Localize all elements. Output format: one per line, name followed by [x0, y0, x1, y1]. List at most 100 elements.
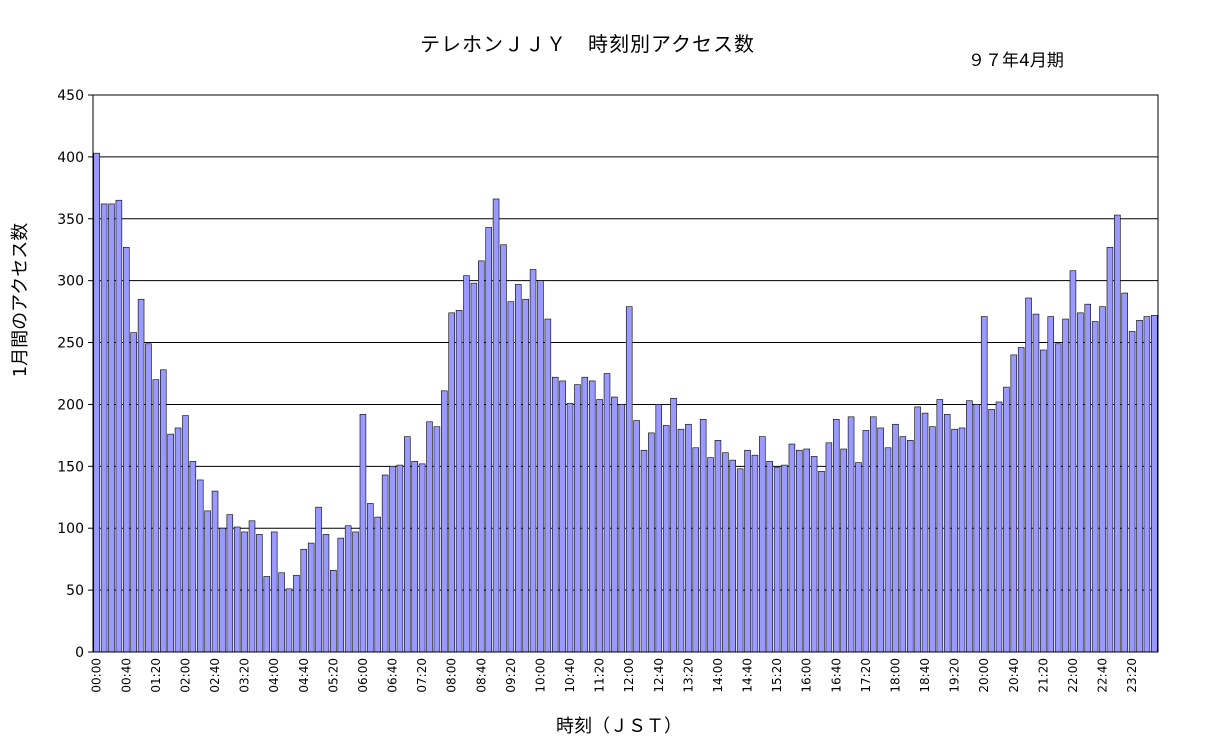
x-tick-label: 09:20 — [504, 658, 518, 693]
bar — [951, 428, 958, 653]
bar — [219, 527, 226, 653]
bar — [389, 466, 396, 653]
x-tick-label: 08:00 — [445, 658, 459, 693]
bar — [1040, 349, 1047, 653]
bar — [574, 384, 581, 653]
bar — [500, 244, 507, 653]
bar — [263, 576, 271, 653]
bar — [433, 426, 441, 653]
x-tick-label: 04:40 — [297, 658, 311, 693]
bar — [330, 570, 337, 653]
chart-subtitle: ９７年4月期 — [968, 51, 1064, 71]
bar — [344, 525, 352, 653]
x-tick-label: 02:40 — [208, 658, 222, 693]
x-tick-label: 03:20 — [238, 658, 252, 693]
x-tick-label: 19:20 — [948, 658, 962, 693]
y-tick-label: 50 — [66, 583, 84, 599]
x-tick-label: 06:00 — [356, 658, 370, 693]
bar — [788, 443, 796, 653]
bar — [418, 463, 426, 653]
bar — [899, 436, 907, 653]
bar — [130, 332, 137, 653]
x-tick-label: 08:40 — [474, 658, 488, 693]
bar — [145, 343, 152, 653]
bar — [544, 318, 552, 653]
x-tick-label: 22:40 — [1096, 658, 1110, 693]
bar — [359, 414, 367, 653]
bar — [374, 516, 381, 653]
x-ticks: 00:00 00:40 01:20 02:00 02:40 03:20 04:00 04:40… — [90, 658, 1139, 693]
bar — [1003, 386, 1010, 653]
y-tick-label: 450 — [57, 88, 84, 104]
bar — [248, 520, 256, 653]
bar — [611, 396, 618, 653]
bar — [751, 454, 759, 653]
x-tick-label: 11:20 — [593, 658, 607, 693]
bar — [722, 452, 729, 653]
bar — [108, 203, 115, 653]
bar — [1017, 347, 1025, 653]
bar — [411, 461, 418, 653]
bar — [803, 448, 810, 653]
y-tick-label: 300 — [57, 274, 84, 290]
bar — [256, 534, 263, 653]
bar — [818, 470, 825, 653]
bar — [840, 448, 847, 653]
bar — [196, 479, 204, 653]
bar — [729, 459, 737, 653]
bar — [137, 298, 145, 653]
bar — [973, 404, 981, 653]
bar — [796, 449, 803, 653]
bar — [1121, 292, 1128, 653]
bar — [810, 456, 818, 653]
bar — [618, 404, 626, 653]
bar — [115, 199, 123, 653]
y-tick-label: 0 — [75, 645, 84, 661]
x-tick-label: 18:00 — [888, 658, 902, 693]
bar — [685, 423, 692, 653]
bar — [692, 447, 700, 653]
bar — [1025, 297, 1032, 653]
bar — [773, 467, 781, 653]
plot-frame — [92, 94, 1159, 653]
bar — [463, 275, 470, 653]
bar — [293, 574, 300, 653]
bar — [714, 440, 722, 653]
bar — [566, 402, 574, 653]
bar — [914, 406, 921, 653]
bar — [736, 468, 744, 653]
bar — [270, 531, 278, 653]
bar — [507, 301, 515, 653]
bar — [877, 427, 884, 653]
bar — [943, 414, 951, 653]
bar — [707, 457, 714, 653]
x-tick-label: 14:00 — [711, 658, 725, 693]
bar — [1143, 316, 1151, 653]
y-tick-label: 350 — [57, 212, 84, 228]
bar — [966, 400, 973, 653]
bar — [1054, 343, 1062, 653]
bar — [699, 418, 707, 653]
bar — [1099, 306, 1106, 653]
bar — [1114, 214, 1121, 653]
x-tick-label: 15:20 — [770, 658, 784, 693]
bar — [352, 531, 359, 653]
bar — [485, 227, 492, 653]
bar — [1062, 318, 1069, 653]
bar — [766, 461, 773, 653]
x-tick-label: 07:20 — [415, 658, 429, 693]
bar — [869, 416, 877, 653]
bar — [470, 282, 478, 653]
bar — [670, 397, 677, 653]
bar — [492, 198, 500, 653]
bar — [278, 572, 285, 653]
bar — [1010, 354, 1018, 653]
bar — [1069, 270, 1077, 653]
bar — [204, 510, 211, 653]
x-tick-label: 21:20 — [1036, 658, 1050, 693]
x-tick-label: 20:40 — [1007, 658, 1021, 693]
x-tick-label: 02:00 — [178, 658, 192, 693]
grid-lines — [93, 156, 1158, 591]
bar — [241, 531, 248, 653]
